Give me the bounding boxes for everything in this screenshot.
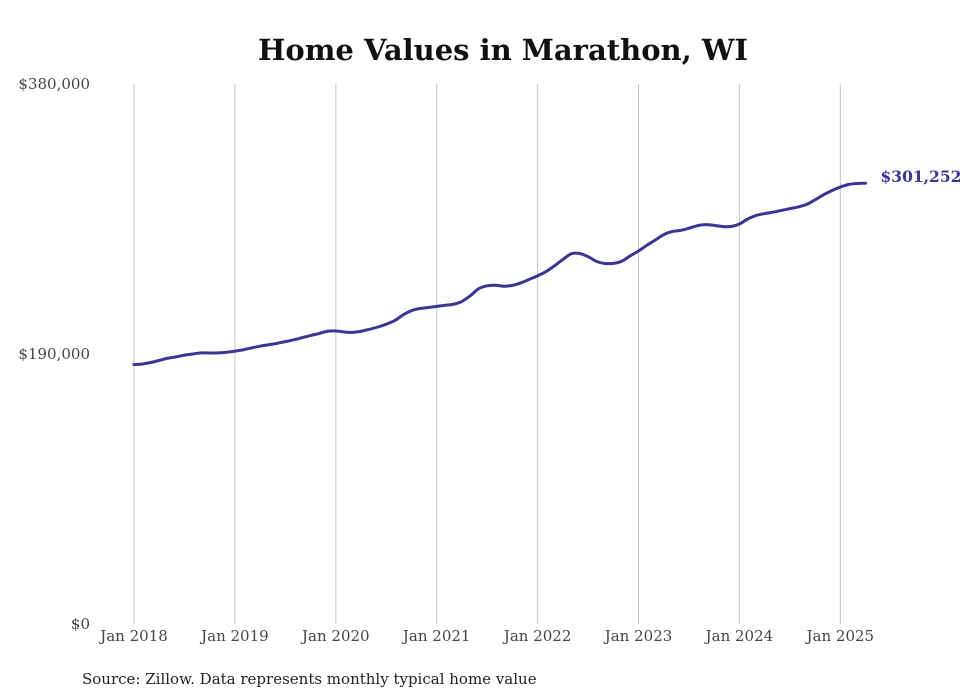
end-value-label: $301,252 [881, 167, 962, 186]
y-tick-label: $190,000 [18, 345, 90, 363]
x-tick-label: Jan 2021 [401, 627, 471, 645]
y-tick-label: $0 [71, 615, 90, 633]
home-value-line [132, 181, 868, 367]
source-note: Source: Zillow. Data represents monthly … [82, 670, 537, 688]
chart-title: Home Values in Marathon, WI [258, 33, 748, 67]
x-tick-label: Jan 2018 [98, 627, 168, 645]
x-tick-label: Jan 2025 [805, 627, 875, 645]
x-axis-tick-labels: Jan 2018 Jan 2019 Jan 2020 Jan 2021 Jan 2022… [98, 627, 874, 645]
x-tick-label: Jan 2019 [199, 627, 269, 645]
y-tick-label: $380,000 [18, 75, 90, 93]
y-axis-tick-labels: $0 $190,000 $380,000 [18, 75, 90, 633]
gridlines [133, 84, 841, 624]
x-tick-label: Jan 2022 [502, 627, 572, 645]
x-tick-label: Jan 2024 [704, 627, 774, 645]
x-tick-label: Jan 2023 [603, 627, 673, 645]
x-tick-label: Jan 2020 [300, 627, 370, 645]
